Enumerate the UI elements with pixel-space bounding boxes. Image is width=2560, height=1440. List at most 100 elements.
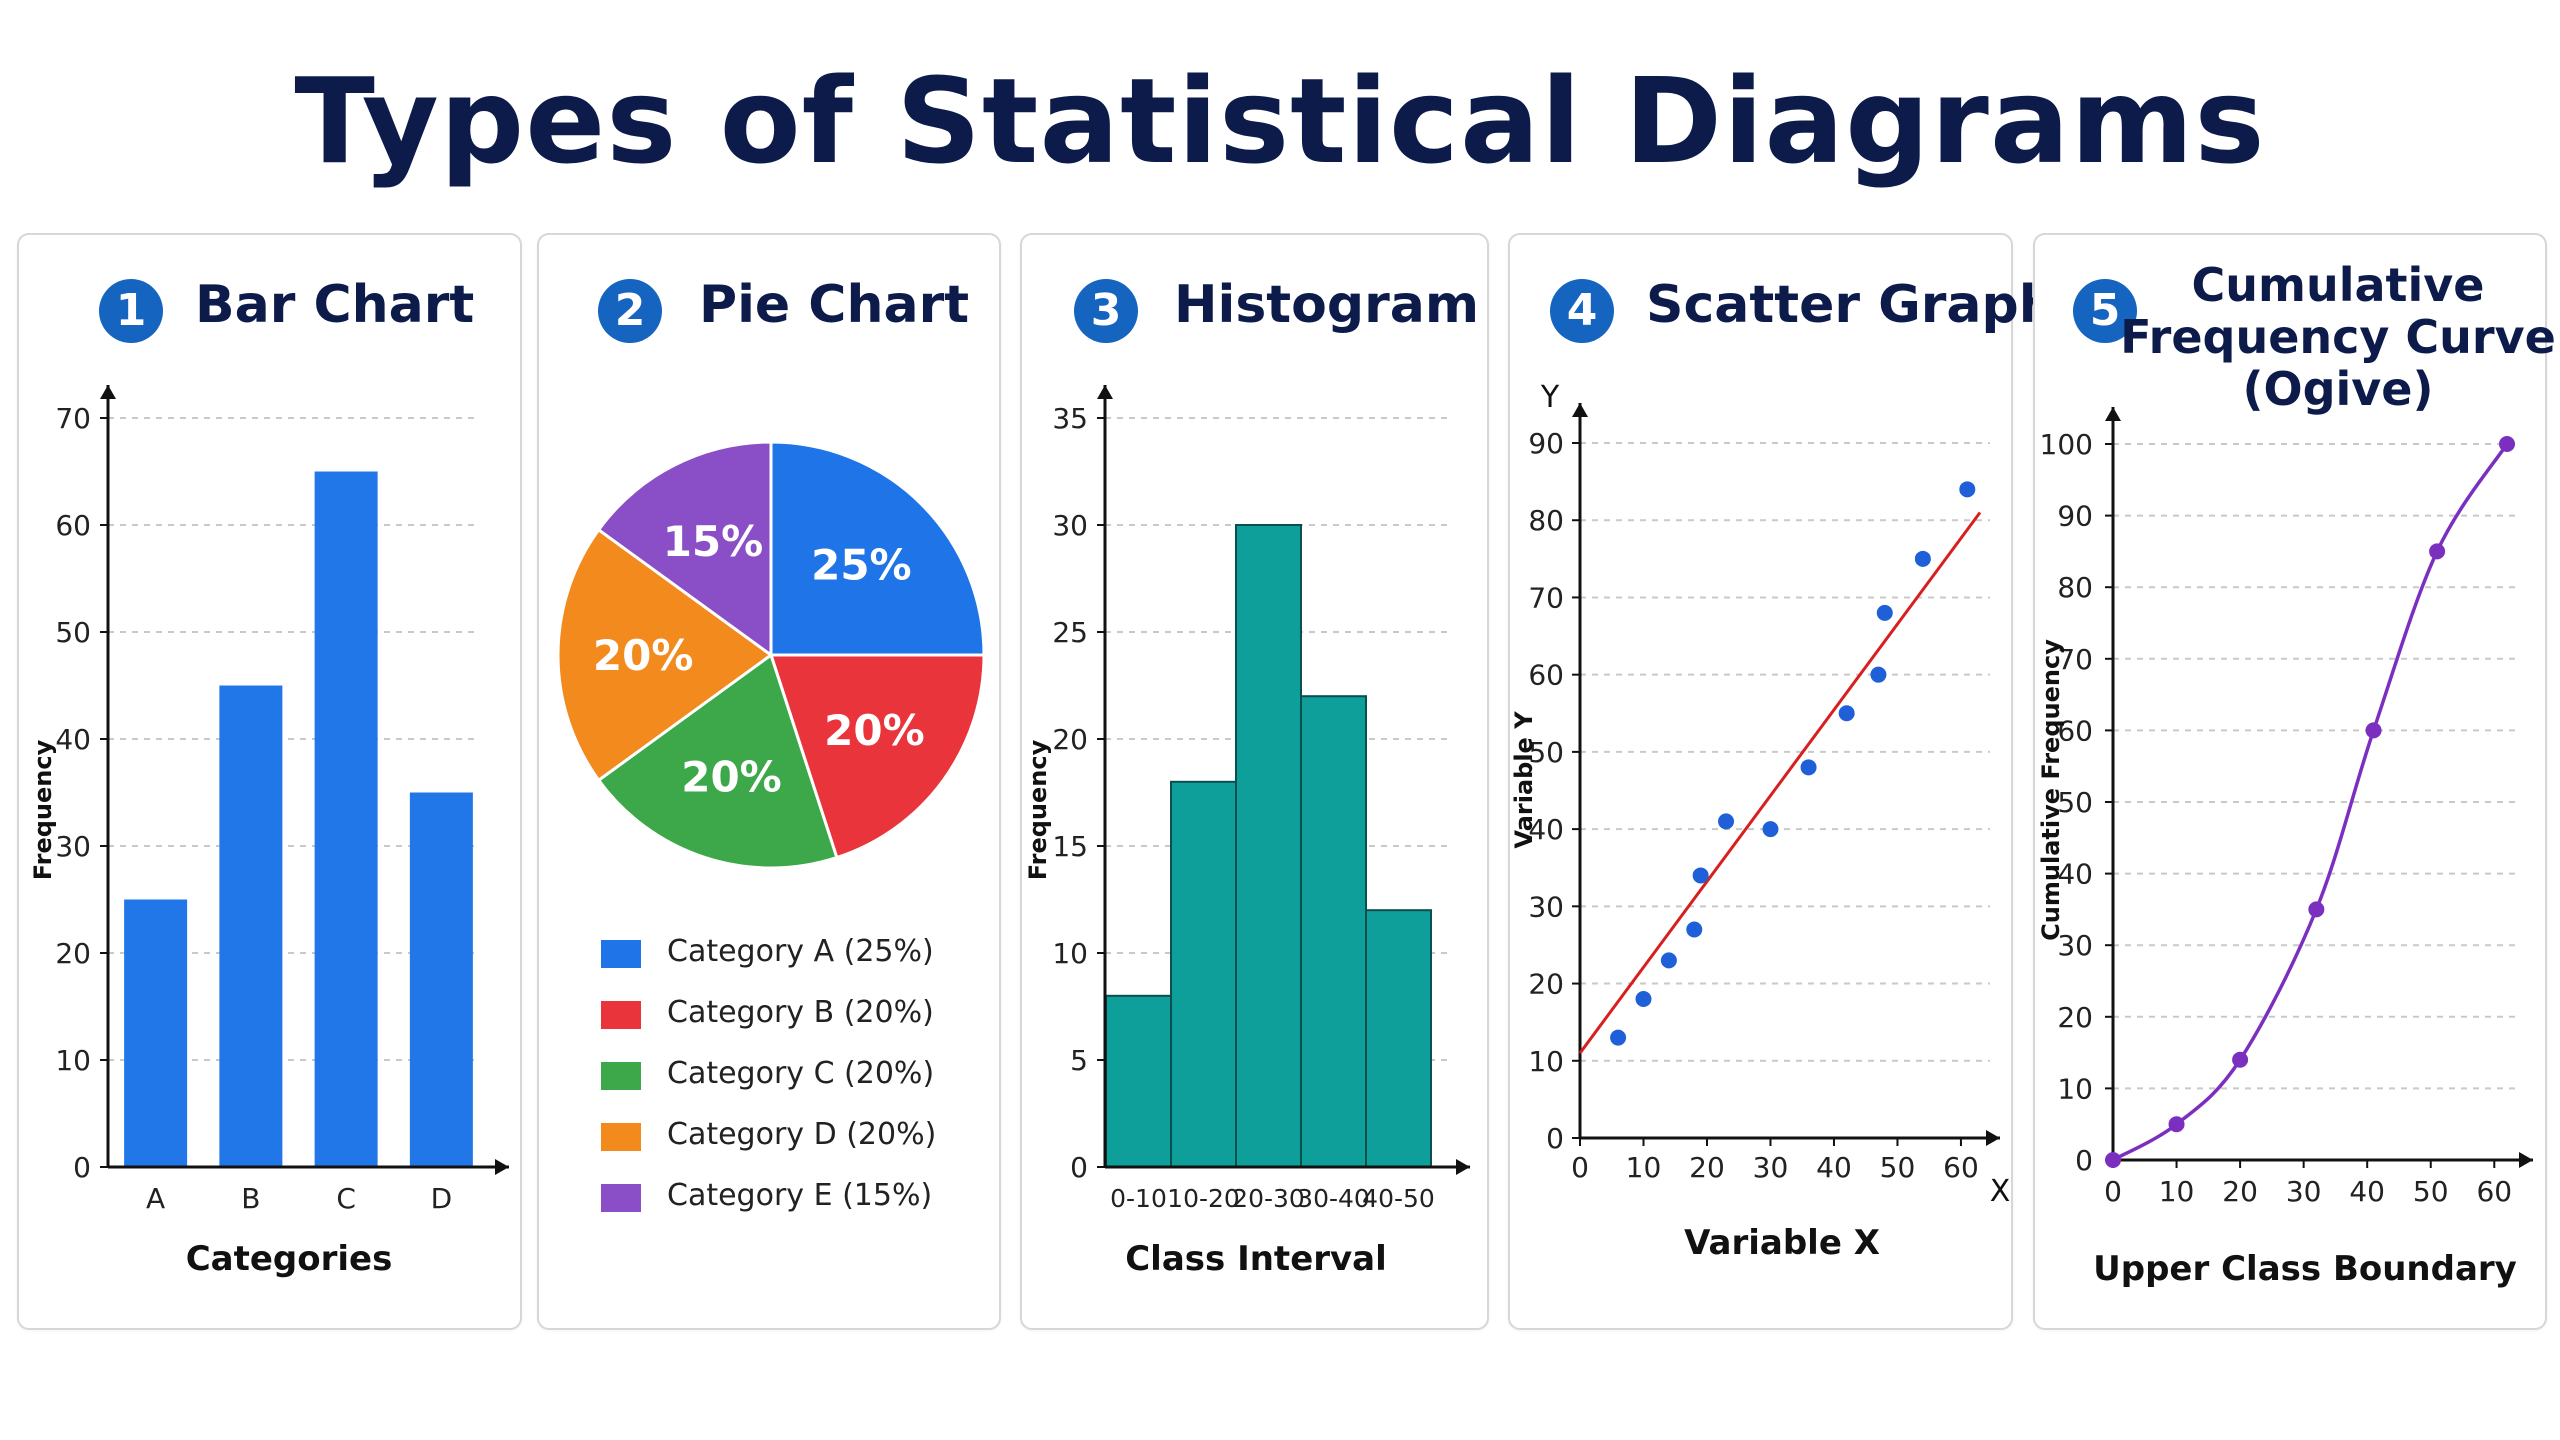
histogram-panel: 3 Histogram 0 5 10 15 20 25 30 35 0-10 10-20 20-30… — [1020, 233, 1489, 1330]
y-tick-label: 40 — [2057, 858, 2093, 891]
bar-chart-panel: 1 Bar Chart 0 10 20 30 40 50 60 70 A B C D Categorie… — [17, 233, 522, 1330]
x-tick-label: 0 — [2104, 1175, 2122, 1208]
x-axis-title: Variable X — [1684, 1223, 1880, 1263]
x-tick-label: 30 — [1753, 1151, 1789, 1184]
y-tick-label: 20 — [55, 937, 91, 970]
y-tick-label: 35 — [1052, 402, 1088, 435]
legend-label: Category D (20%) — [667, 1117, 937, 1152]
x-axis-letter: X — [1990, 1174, 2011, 1209]
ogive-point — [2308, 901, 2325, 918]
x-axis-arrow — [495, 1159, 509, 1175]
y-tick-label: 60 — [2057, 714, 2093, 747]
y-axis-title: Frequency — [1024, 739, 1052, 880]
x-tick-label: C — [336, 1182, 356, 1215]
y-tick-label: 50 — [1528, 736, 1564, 769]
pie-slice-label: 20% — [681, 753, 782, 802]
y-axis-arrow — [2105, 407, 2121, 421]
panel-header: 2 Pie Chart — [539, 271, 999, 361]
histogram-bar — [1235, 524, 1302, 1168]
ogive-point — [2499, 436, 2515, 452]
pie-slice — [556, 527, 774, 783]
y-tick-label: 80 — [2057, 571, 2093, 604]
x-tick-label: 30-40 — [1297, 1184, 1370, 1213]
scatter-point — [1914, 550, 1931, 567]
y-axis-letter: Y — [1540, 380, 1560, 415]
bar-chart: 0 10 20 30 40 50 60 70 A B C D Categories Frequency — [29, 385, 509, 1279]
y-tick-label: 0 — [1546, 1122, 1564, 1155]
y-tick-label: 10 — [1052, 937, 1088, 970]
histogram-bar — [1300, 695, 1367, 1168]
y-tick-label: 50 — [2057, 786, 2093, 819]
panel-title: Bar Chart — [195, 275, 475, 335]
y-tick-label: 90 — [1528, 427, 1564, 460]
y-tick-label: 10 — [55, 1044, 91, 1077]
y-axis-arrow — [1097, 385, 1113, 399]
page-title: Types of Statistical Diagrams — [294, 52, 2266, 190]
bar — [409, 792, 473, 1167]
pie-slice — [596, 440, 773, 658]
x-tick-label: 60 — [1943, 1151, 1979, 1184]
panel-title: Scatter Graph — [1646, 275, 2056, 335]
y-tick-label: 70 — [55, 402, 91, 435]
legend-swatch — [601, 1123, 641, 1151]
panel-title-line: Cumulative — [2191, 258, 2485, 312]
pie-slice-label: 20% — [593, 631, 694, 680]
legend-label: Category A (25%) — [667, 934, 934, 969]
bar — [314, 471, 378, 1167]
y-tick-label: 15 — [1052, 830, 1088, 863]
y-tick-label: 40 — [55, 723, 91, 756]
ogive-point — [2365, 722, 2382, 739]
y-tick-label: 25 — [1052, 616, 1088, 649]
scatter-point — [1838, 705, 1855, 722]
x-tick-label: 20 — [1689, 1151, 1725, 1184]
x-axis-arrow — [1456, 1159, 1470, 1175]
y-tick-label: 20 — [2057, 1001, 2093, 1034]
ogive-point — [2105, 1152, 2121, 1168]
y-tick-label: 60 — [1528, 659, 1564, 692]
x-tick-label: 40-50 — [1362, 1184, 1435, 1213]
y-tick-label: 5 — [1070, 1044, 1088, 1077]
panel-title-line: (Ogive) — [2242, 362, 2434, 416]
panel-number-badge: 2 — [598, 279, 662, 343]
scatter-point — [1762, 821, 1779, 838]
x-tick-label: 30 — [2286, 1175, 2322, 1208]
x-tick-label: 20-30 — [1232, 1184, 1305, 1213]
x-tick-label: 10 — [1626, 1151, 1662, 1184]
panel-title: Cumulative Frequency Curve (Ogive) — [2113, 259, 2560, 415]
pie-chart: 25% 20% 20% 20% 15% — [556, 440, 986, 870]
scatter-point — [1800, 759, 1817, 776]
y-axis-title: Cumulative Frequency — [2037, 639, 2065, 941]
ogive-point — [2232, 1051, 2249, 1068]
histogram-bar — [1170, 780, 1237, 1168]
x-tick-label: 40 — [2349, 1175, 2385, 1208]
scatter-chart: 0 10 20 30 40 50 60 70 80 90 0 10 20 30 40 50 60 X Y Variab… — [1510, 380, 2011, 1263]
y-tick-label: 100 — [2040, 428, 2093, 461]
y-tick-label: 80 — [1528, 504, 1564, 537]
y-tick-label: 30 — [1052, 509, 1088, 542]
y-tick-label: 0 — [1070, 1151, 1088, 1184]
y-tick-label: 50 — [55, 616, 91, 649]
bar — [124, 899, 188, 1167]
panel-header: 5 Cumulative Frequency Curve (Ogive) — [2035, 259, 2556, 415]
pie-slice-label: 25% — [811, 541, 912, 590]
ogive-point — [2429, 543, 2446, 560]
scatter-point — [1660, 952, 1677, 969]
y-tick-label: 0 — [2075, 1144, 2093, 1177]
scatter-point — [1686, 921, 1703, 938]
y-tick-label: 40 — [1528, 813, 1564, 846]
x-tick-label: 0 — [1571, 1151, 1589, 1184]
ogive-panel: 5 Cumulative Frequency Curve (Ogive) 0 10… — [2033, 233, 2556, 1330]
legend-swatch — [601, 1062, 641, 1090]
histogram-bar — [1105, 994, 1172, 1168]
ogive-point — [2168, 1116, 2185, 1133]
x-axis-title: Categories — [186, 1239, 393, 1279]
panel-number-badge: 4 — [1550, 279, 1614, 343]
x-tick-label: 50 — [1880, 1151, 1916, 1184]
y-tick-label: 20 — [1052, 723, 1088, 756]
panel-header: 1 Bar Chart — [19, 271, 520, 361]
x-axis-title: Upper Class Boundary — [2093, 1249, 2517, 1289]
scatter-point — [1870, 666, 1887, 683]
scatter-point — [1718, 813, 1735, 830]
pie-slice-label: 20% — [824, 706, 925, 755]
panel-title: Histogram — [1174, 275, 1480, 335]
